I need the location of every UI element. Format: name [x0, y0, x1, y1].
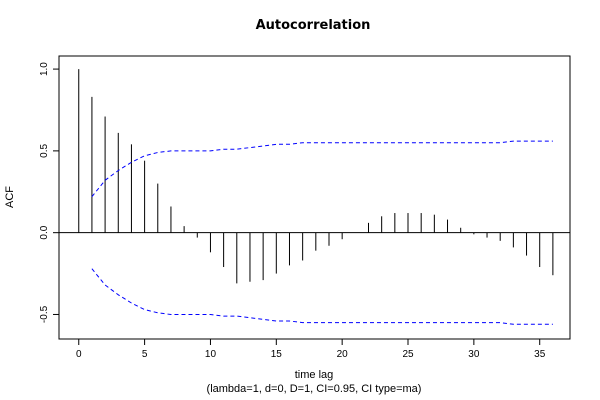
ci-upper-line [91, 140, 553, 198]
chart-subtitle: (lambda=1, d=0, D=1, CI=0.95, CI type=ma… [207, 383, 422, 395]
x-tick-label-20: 20 [337, 349, 349, 360]
y-axis: -0.5 0.0 0.5 1.0 [39, 62, 60, 323]
x-axis-label: time lag [295, 369, 334, 381]
y-tick-label-2: 0.5 [39, 143, 50, 157]
chart-title: Autocorrelation [256, 18, 371, 33]
x-tick-label-35: 35 [534, 349, 546, 360]
x-tick-label-25: 25 [402, 349, 414, 360]
x-tick-label-5: 5 [142, 349, 148, 360]
y-tick-label-0: -0.5 [39, 305, 50, 323]
x-tick-label-15: 15 [271, 349, 283, 360]
y-tick-label-3: 1.0 [39, 62, 50, 76]
acf-bars [78, 69, 554, 284]
x-tick-label-10: 10 [205, 349, 217, 360]
x-tick-label-30: 30 [468, 349, 480, 360]
y-axis-label: ACF [4, 186, 16, 208]
ci-lower-line [91, 268, 553, 325]
plot-frame [58, 55, 571, 340]
x-tick-label-0: 0 [76, 349, 82, 360]
x-axis: 0 5 10 15 20 25 30 35 [76, 338, 546, 360]
y-tick-label-1: 0.0 [39, 225, 50, 239]
